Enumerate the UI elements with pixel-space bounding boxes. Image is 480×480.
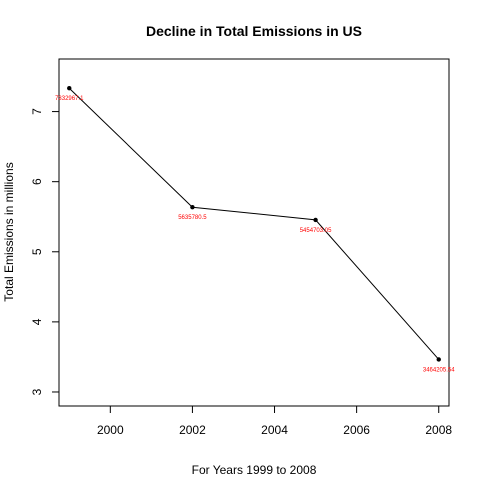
data-labels: 7332967.1 5635780.5 5454703.05 3464205.54 <box>55 96 455 373</box>
y-tick-label: 4 <box>30 318 44 325</box>
data-label-2002: 5635780.5 <box>178 215 207 221</box>
y-tick-label: 3 <box>30 388 44 395</box>
y-axis-label: Total Emissions in millions <box>2 162 16 301</box>
x-axis: 2000 2002 2004 2006 2008 <box>97 406 452 437</box>
x-tick-label: 2000 <box>97 423 124 437</box>
data-point-2008 <box>436 357 441 362</box>
series-line <box>68 87 440 360</box>
x-tick-label: 2004 <box>261 423 288 437</box>
data-point-1999 <box>67 86 72 91</box>
plot-frame <box>58 58 450 407</box>
x-tick-label: 2006 <box>343 423 370 437</box>
data-label-1999: 7332967.1 <box>55 96 84 102</box>
data-label-2008: 3464205.54 <box>423 367 455 373</box>
data-point-2005 <box>313 217 318 223</box>
data-label-2005: 5454703.05 <box>300 228 332 234</box>
x-tick-label: 2008 <box>425 423 452 437</box>
y-tick-label: 5 <box>30 248 44 255</box>
chart-title: Decline in Total Emissions in US <box>146 23 362 39</box>
data-point-2002 <box>190 205 195 210</box>
x-tick-label: 2002 <box>179 423 206 437</box>
y-axis: 3 4 5 6 7 <box>30 108 59 395</box>
data-points <box>67 86 441 362</box>
x-axis-label: For Years 1999 to 2008 <box>192 463 317 477</box>
y-tick-label: 6 <box>30 178 44 185</box>
y-tick-label: 7 <box>30 108 44 115</box>
